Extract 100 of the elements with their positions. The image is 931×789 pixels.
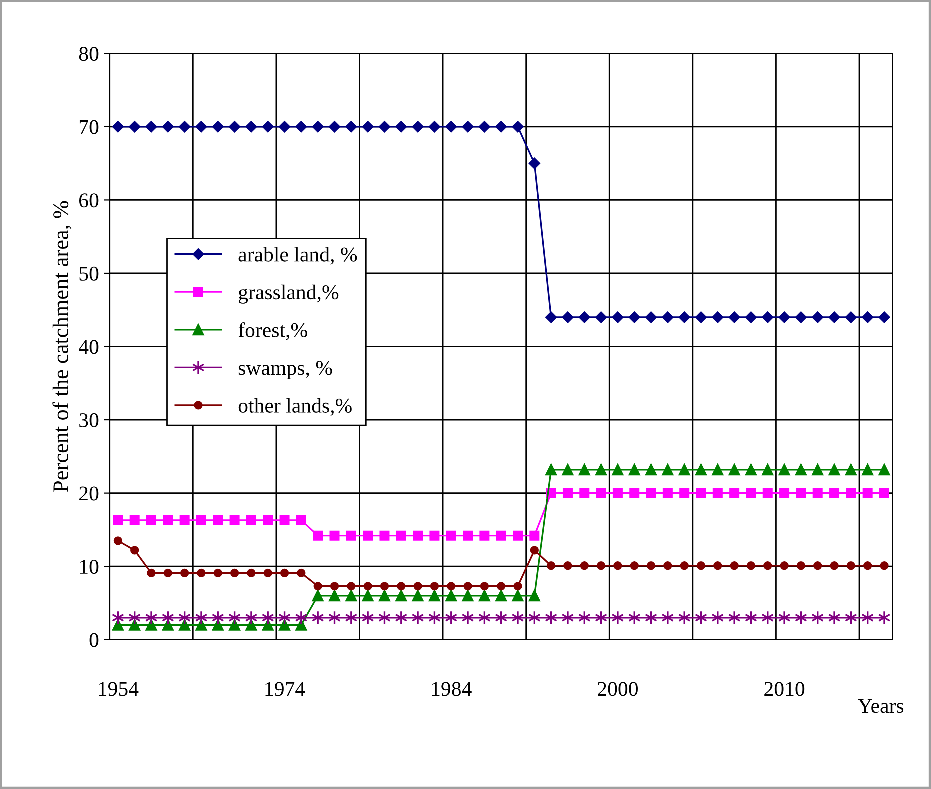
point xyxy=(845,464,857,476)
point xyxy=(580,488,590,498)
point xyxy=(864,562,872,570)
point xyxy=(862,488,873,498)
point xyxy=(696,488,706,498)
point xyxy=(796,488,806,498)
y-tick-label: 10 xyxy=(80,560,99,574)
point xyxy=(778,464,790,476)
point xyxy=(678,464,690,476)
legend-label: forest,% xyxy=(238,322,308,340)
point xyxy=(846,488,856,498)
point xyxy=(230,568,240,578)
point xyxy=(662,464,674,476)
point xyxy=(478,590,490,602)
point xyxy=(562,488,573,498)
point xyxy=(179,121,191,133)
point xyxy=(764,562,772,570)
point xyxy=(463,530,474,541)
point xyxy=(446,121,458,133)
point xyxy=(262,121,274,133)
point xyxy=(246,620,258,631)
point xyxy=(462,121,474,133)
point xyxy=(530,546,539,555)
point xyxy=(812,464,824,476)
point xyxy=(796,464,807,476)
point xyxy=(429,590,440,602)
point xyxy=(596,464,607,476)
point xyxy=(197,568,206,578)
point xyxy=(546,464,558,476)
point xyxy=(728,312,740,324)
y-tick-label: 0 xyxy=(90,633,99,648)
point xyxy=(380,582,390,591)
point xyxy=(780,562,789,570)
point xyxy=(730,562,739,570)
point xyxy=(628,464,640,476)
point xyxy=(646,464,657,476)
point xyxy=(795,312,807,324)
legend-label: arable land, % xyxy=(238,247,358,265)
point xyxy=(662,312,674,324)
point xyxy=(279,121,291,133)
point xyxy=(195,610,208,625)
point xyxy=(497,582,506,591)
point xyxy=(164,568,172,578)
point xyxy=(379,590,390,602)
point xyxy=(130,515,140,526)
point xyxy=(297,568,306,578)
point xyxy=(514,582,522,591)
point xyxy=(146,121,158,133)
point xyxy=(496,590,508,602)
point xyxy=(212,121,224,133)
point xyxy=(564,562,572,570)
point xyxy=(680,562,689,570)
point xyxy=(512,610,524,625)
point xyxy=(362,610,374,625)
y-tick-label: 70 xyxy=(80,120,99,134)
point xyxy=(696,464,707,476)
point xyxy=(646,562,656,570)
point xyxy=(364,582,372,591)
point xyxy=(430,582,440,591)
point xyxy=(196,515,206,526)
point xyxy=(862,312,874,324)
point xyxy=(814,562,822,570)
point xyxy=(146,620,158,631)
point xyxy=(630,488,640,498)
y-tick-label: 30 xyxy=(80,413,99,428)
point xyxy=(846,562,856,570)
point xyxy=(196,121,208,133)
y-tick-label: 60 xyxy=(80,194,99,208)
x-tick-label: 2000 xyxy=(598,682,638,696)
point xyxy=(362,590,374,602)
point xyxy=(296,121,308,133)
x-tick-label: 1984 xyxy=(432,682,472,696)
point xyxy=(664,562,672,570)
point xyxy=(528,590,540,602)
point xyxy=(113,515,124,526)
point xyxy=(296,620,308,631)
point xyxy=(314,582,322,591)
point xyxy=(179,620,191,631)
point xyxy=(295,610,308,625)
point xyxy=(578,312,590,324)
point xyxy=(312,121,324,133)
point xyxy=(828,312,840,324)
point xyxy=(630,562,639,570)
point xyxy=(363,530,374,541)
point xyxy=(878,610,891,625)
point xyxy=(428,121,440,133)
point xyxy=(229,121,241,133)
point xyxy=(129,620,141,631)
point xyxy=(412,610,424,625)
point xyxy=(530,530,540,541)
point xyxy=(646,312,658,324)
point xyxy=(612,464,624,476)
point xyxy=(480,582,489,591)
x-tick-label: 2010 xyxy=(764,682,805,696)
point xyxy=(712,312,724,324)
point xyxy=(728,464,740,476)
point xyxy=(862,464,874,476)
point xyxy=(129,121,141,133)
point xyxy=(546,312,558,324)
point xyxy=(762,464,774,476)
